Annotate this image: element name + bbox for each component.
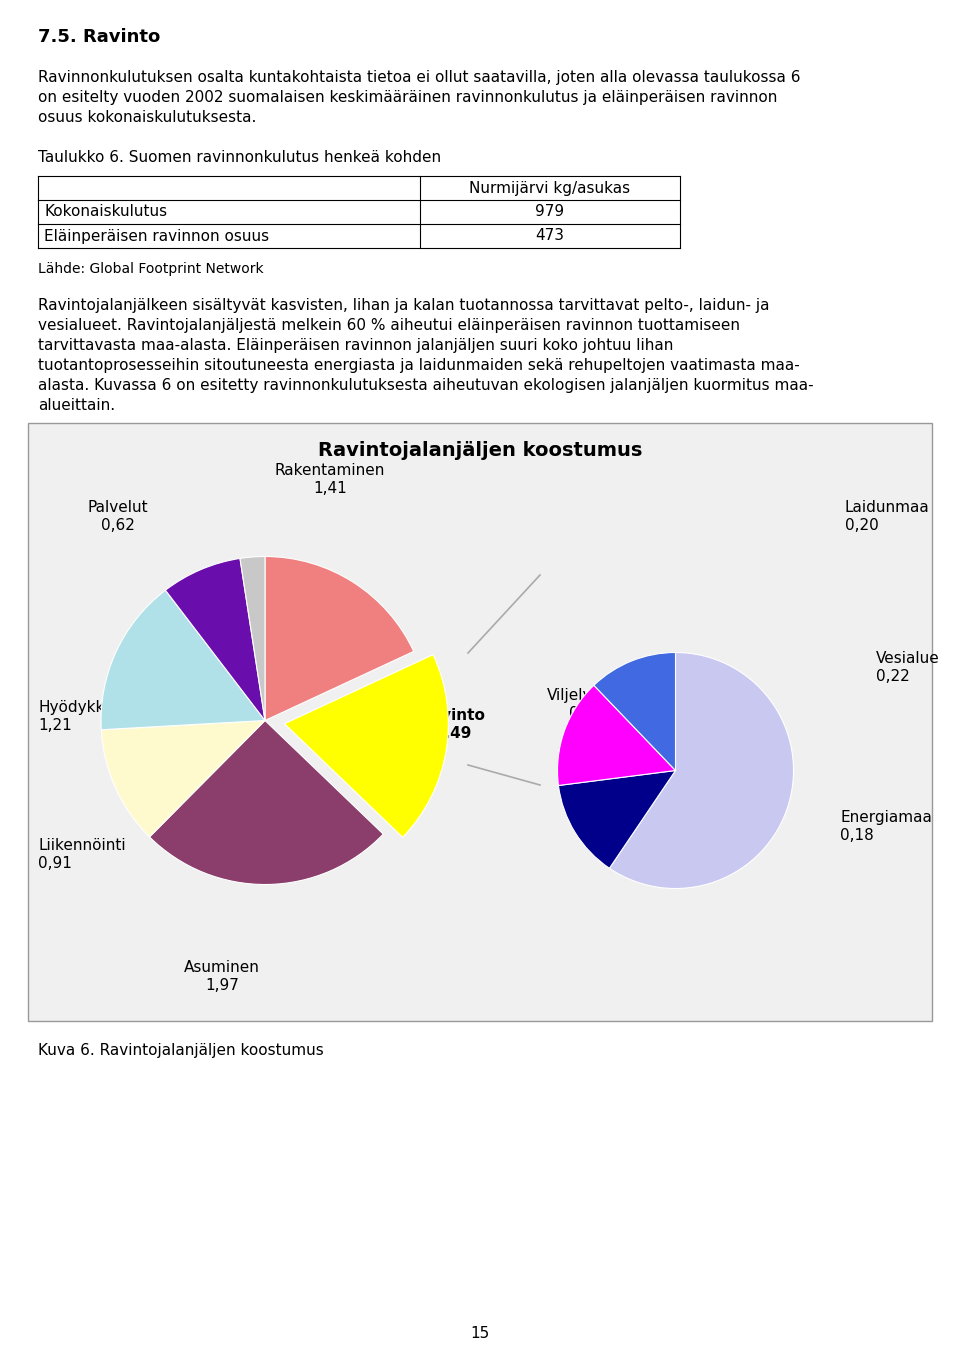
Wedge shape: [101, 721, 265, 837]
Text: 979: 979: [536, 204, 564, 219]
Wedge shape: [559, 770, 676, 868]
Wedge shape: [101, 590, 265, 729]
Text: alasta. Kuvassa 6 on esitetty ravinnonkulutuksesta aiheutuvan ekologisen jalanjä: alasta. Kuvassa 6 on esitetty ravinnonku…: [38, 378, 814, 393]
Text: osuus kokonaiskulutuksesta.: osuus kokonaiskulutuksesta.: [38, 110, 256, 125]
Text: 0,62: 0,62: [101, 518, 135, 533]
Text: alueittain.: alueittain.: [38, 398, 115, 413]
Wedge shape: [558, 686, 676, 785]
Text: Viljelymaa: Viljelymaa: [546, 688, 626, 703]
Text: Kokonaiskulutus: Kokonaiskulutus: [44, 204, 167, 219]
Wedge shape: [240, 556, 265, 721]
Text: 1,41: 1,41: [313, 481, 347, 496]
Text: on esitelty vuoden 2002 suomalaisen keskimääräinen ravinnonkulutus ja eläinperäi: on esitelty vuoden 2002 suomalaisen kesk…: [38, 90, 778, 105]
Text: tuotantoprosesseihin sitoutuneesta energiasta ja laidunmaiden sekä rehupeltojen : tuotantoprosesseihin sitoutuneesta energ…: [38, 358, 800, 373]
Text: 1,97: 1,97: [205, 979, 239, 994]
Text: vesialueet. Ravintojalanjäljestä melkein 60 % aiheutui eläinperäisen ravinnon tu: vesialueet. Ravintojalanjäljestä melkein…: [38, 318, 740, 333]
Text: Vesialue: Vesialue: [876, 652, 940, 667]
Wedge shape: [265, 556, 414, 721]
Wedge shape: [594, 653, 676, 770]
Text: Asuminen: Asuminen: [184, 960, 260, 975]
Wedge shape: [165, 559, 265, 721]
Text: Eläinperäisen ravinnon osuus: Eläinperäisen ravinnon osuus: [44, 229, 269, 244]
Text: Hyödykkeet: Hyödykkeet: [38, 701, 129, 716]
FancyBboxPatch shape: [28, 423, 932, 1021]
Text: 0,88: 0,88: [569, 706, 603, 721]
Text: Energiamaa: Energiamaa: [840, 810, 932, 825]
Text: 473: 473: [536, 229, 564, 244]
Text: Laidunmaa: Laidunmaa: [845, 500, 929, 515]
Text: 0,91: 0,91: [38, 856, 72, 871]
Text: Rakentaminen: Rakentaminen: [275, 463, 385, 478]
Text: Taulukko 6. Suomen ravinnonkulutus henkeä kohden: Taulukko 6. Suomen ravinnonkulutus henke…: [38, 150, 442, 165]
Wedge shape: [284, 654, 448, 837]
Text: Palvelut: Palvelut: [87, 500, 148, 515]
Text: tarvittavasta maa-alasta. Eläinperäisen ravinnon jalanjäljen suuri koko johtuu l: tarvittavasta maa-alasta. Eläinperäisen …: [38, 338, 673, 353]
Text: 1,21: 1,21: [38, 718, 72, 733]
Wedge shape: [150, 721, 383, 885]
Text: 0,22: 0,22: [876, 669, 910, 684]
Text: 15: 15: [470, 1326, 490, 1341]
Text: 7.5. Ravinto: 7.5. Ravinto: [38, 29, 160, 46]
Text: 1,49: 1,49: [434, 725, 471, 740]
Text: Nurmijärvi kg/asukas: Nurmijärvi kg/asukas: [469, 180, 631, 195]
Text: Kuva 6. Ravintojalanjäljen koostumus: Kuva 6. Ravintojalanjäljen koostumus: [38, 1043, 324, 1058]
Text: Ravinto: Ravinto: [420, 707, 486, 722]
Text: Ravinnonkulutuksen osalta kuntakohtaista tietoa ei ollut saatavilla, joten alla : Ravinnonkulutuksen osalta kuntakohtaista…: [38, 70, 801, 85]
Text: Lähde: Global Footprint Network: Lähde: Global Footprint Network: [38, 262, 264, 275]
Text: Ravintojalanjäljen koostumus: Ravintojalanjäljen koostumus: [318, 442, 642, 459]
Text: Ravintojalanjälkeen sisältyvät kasvisten, lihan ja kalan tuotannossa tarvittavat: Ravintojalanjälkeen sisältyvät kasvisten…: [38, 298, 770, 313]
Text: Liikennöinti: Liikennöinti: [38, 838, 126, 853]
Wedge shape: [610, 653, 794, 889]
Text: 0,20: 0,20: [845, 518, 878, 533]
Text: 0,18: 0,18: [840, 827, 874, 842]
